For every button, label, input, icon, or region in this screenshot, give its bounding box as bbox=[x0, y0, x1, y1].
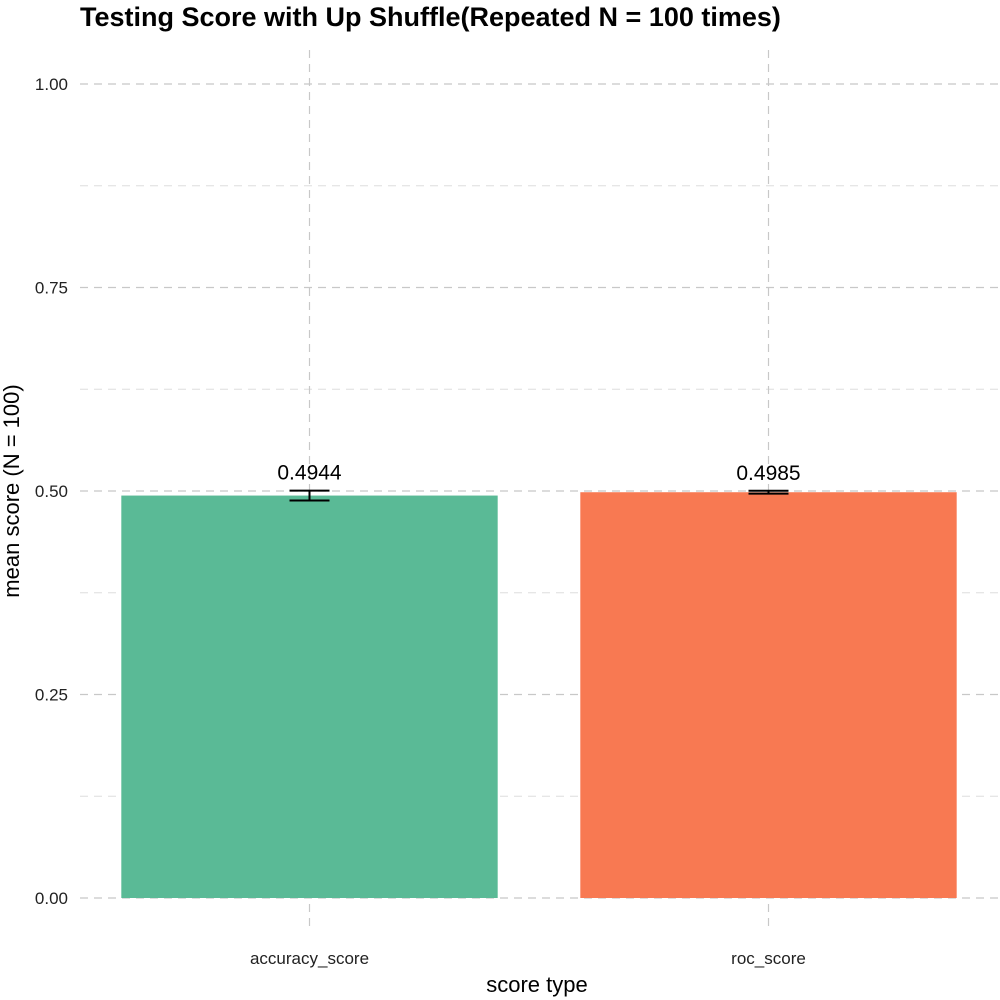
y-axis-ticks: 0.00 0.25 0.50 0.75 1.00 bbox=[35, 75, 68, 908]
x-tick-label: roc_score bbox=[731, 949, 806, 968]
error-bar-roc_score bbox=[748, 489, 789, 495]
bars bbox=[121, 492, 957, 898]
bar-accuracy_score bbox=[121, 495, 498, 898]
y-axis-title: mean score (N = 100) bbox=[0, 384, 24, 597]
x-axis-ticks: accuracy_score roc_score bbox=[250, 949, 806, 968]
bar-value-label: 0.4985 bbox=[736, 462, 800, 485]
x-axis-title: score type bbox=[486, 972, 588, 997]
y-tick-label: 1.00 bbox=[35, 75, 68, 94]
y-tick-label: 0.25 bbox=[35, 686, 68, 705]
bar-value-label: 0.4944 bbox=[277, 462, 342, 485]
chart-title: Testing Score with Up Shuffle(Repeated N… bbox=[80, 2, 781, 32]
error-bars bbox=[289, 489, 789, 502]
y-tick-label: 0.50 bbox=[35, 482, 68, 501]
bar-roc_score bbox=[580, 492, 957, 898]
error-bar-accuracy_score bbox=[289, 489, 330, 502]
bar-value-labels: 0.4944 0.4985 bbox=[277, 462, 800, 485]
y-tick-label: 0.75 bbox=[35, 279, 68, 298]
x-tick-label: accuracy_score bbox=[250, 949, 369, 968]
y-tick-label: 0.00 bbox=[35, 889, 68, 908]
